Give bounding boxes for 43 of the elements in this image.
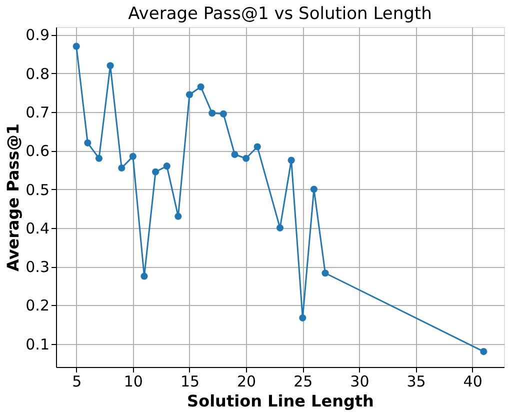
- x-tick-label: 35: [406, 372, 426, 390]
- point: [129, 152, 136, 160]
- point: [322, 270, 329, 277]
- y-tick-label: 0.6: [26, 142, 50, 160]
- x-axis-title: Solution Line Length: [187, 392, 374, 410]
- x-tick-label: 40: [463, 372, 482, 390]
- y-tick-label: 0.7: [26, 104, 50, 122]
- point: [174, 212, 182, 220]
- y-tick-label: 0.3: [26, 258, 50, 276]
- point: [242, 154, 250, 162]
- point: [231, 150, 238, 158]
- y-tick-label: 0.9: [26, 26, 50, 44]
- x-tick-label: 20: [237, 372, 256, 390]
- point: [208, 110, 216, 117]
- point: [72, 42, 80, 50]
- x-tick-label: 10: [124, 372, 143, 390]
- point: [95, 154, 103, 162]
- point: [118, 164, 126, 172]
- point: [106, 62, 114, 70]
- point: [152, 168, 160, 176]
- y-tick-label: 0.8: [26, 64, 50, 83]
- x-tick-label: 15: [180, 372, 200, 390]
- y-axis-title: Average Pass@1: [4, 124, 23, 272]
- point: [220, 110, 227, 118]
- x-tick-label: 30: [350, 372, 370, 390]
- chart-title: Average Pass@1 vs Solution Length: [128, 4, 432, 24]
- point: [186, 91, 194, 98]
- y-tick-label: 0.1: [26, 335, 50, 354]
- y-tick-label: 0.5: [26, 180, 50, 199]
- point: [288, 156, 295, 164]
- point: [299, 314, 306, 322]
- point: [310, 186, 318, 193]
- x-tick-label: 5: [72, 372, 82, 390]
- point: [276, 224, 284, 232]
- point: [480, 348, 488, 356]
- point: [140, 272, 148, 280]
- point: [254, 143, 261, 150]
- y-tick-label: 0.4: [26, 219, 50, 238]
- y-tick-label: 0.2: [26, 296, 50, 315]
- x-tick-label: 25: [294, 372, 313, 390]
- point: [197, 83, 204, 90]
- point: [84, 139, 92, 146]
- point: [163, 162, 170, 170]
